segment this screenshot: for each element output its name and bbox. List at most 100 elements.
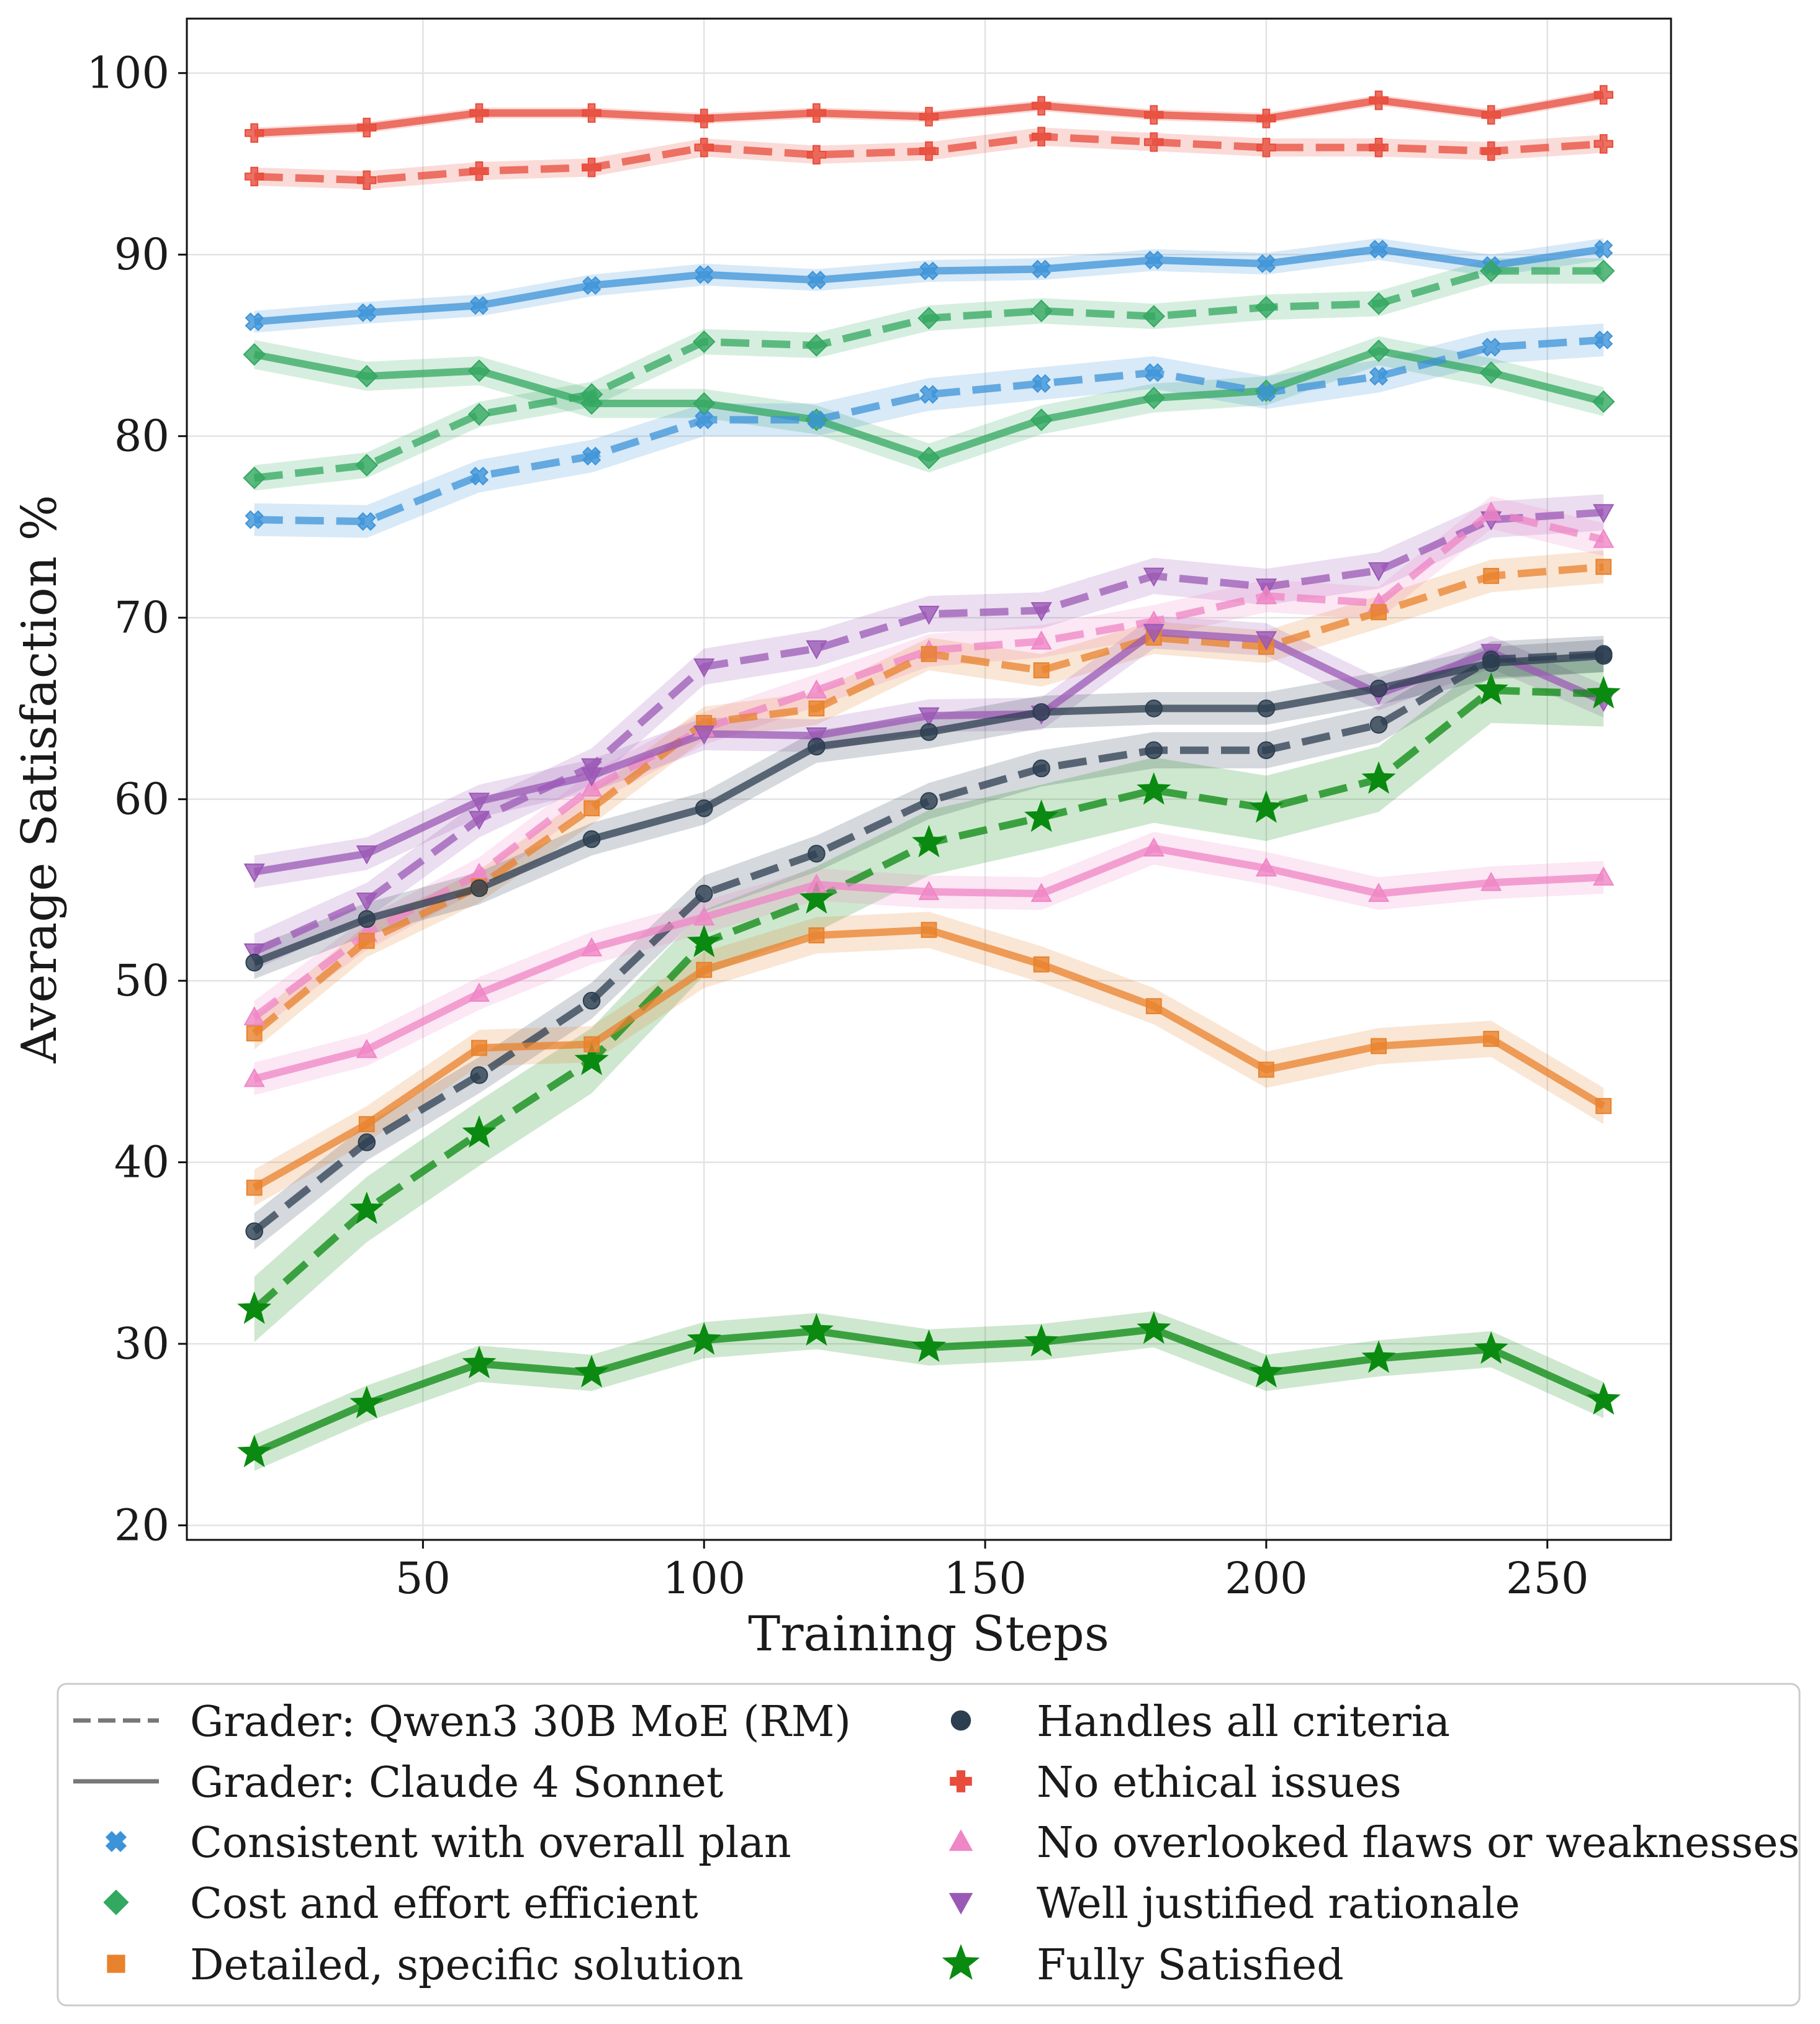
point-detailed-specific-solution-claude — [1371, 1038, 1387, 1055]
point-no-ethical-issues-claude — [469, 103, 489, 123]
point-fully-satisfied-rm — [574, 1042, 609, 1076]
legend-marker-handles-all-criteria — [950, 1710, 971, 1731]
point-cost-and-effort-efficient-claude — [1592, 390, 1615, 413]
point-consistent-with-overall-plan-rm — [1256, 383, 1276, 402]
legend-label: Grader: Claude 4 Sonnet — [190, 1758, 723, 1807]
point-detailed-specific-solution-claude — [1595, 1098, 1612, 1114]
point-fully-satisfied-claude — [1361, 1340, 1396, 1373]
point-no-overlooked-flaws-or-weaknesses-claude — [1143, 837, 1165, 857]
legend-label: No ethical issues — [1037, 1758, 1402, 1807]
point-cost-and-effort-efficient-rm — [1367, 292, 1390, 315]
point-handles-all-criteria-claude — [1032, 703, 1050, 721]
point-handles-all-criteria-claude — [470, 879, 489, 897]
point-no-ethical-issues-rm — [1031, 127, 1052, 146]
point-no-overlooked-flaws-or-weaknesses-rm — [1593, 528, 1615, 548]
point-consistent-with-overall-plan-claude — [357, 303, 376, 322]
point-no-overlooked-flaws-or-weaknesses-rm — [1480, 502, 1502, 521]
point-handles-all-criteria-claude — [1369, 679, 1388, 698]
point-consistent-with-overall-plan-rm — [1594, 330, 1613, 349]
point-well-justified-rationale-claude — [356, 845, 377, 865]
point-consistent-with-overall-plan-rm — [919, 385, 939, 404]
point-cost-and-effort-efficient-claude — [693, 392, 716, 415]
y-tick-label: 40 — [114, 1137, 169, 1188]
point-fully-satisfied-claude — [1586, 1382, 1621, 1415]
legend-label: Fully Satisfied — [1037, 1941, 1344, 1990]
point-cost-and-effort-efficient-claude — [243, 343, 266, 366]
point-detailed-specific-solution-rm — [808, 700, 825, 717]
point-consistent-with-overall-plan-rm — [1144, 363, 1163, 382]
point-well-justified-rationale-claude — [468, 793, 490, 812]
point-no-ethical-issues-claude — [582, 103, 601, 123]
point-consistent-with-overall-plan-rm — [582, 446, 601, 466]
point-no-overlooked-flaws-or-weaknesses-claude — [1030, 883, 1052, 902]
x-axis-label: Training Steps — [748, 1606, 1109, 1662]
point-handles-all-criteria-claude — [245, 953, 263, 972]
point-no-ethical-issues-rm — [1593, 134, 1614, 154]
point-detailed-specific-solution-rm — [1033, 662, 1050, 678]
band-handles-all-criteria-claude — [254, 639, 1604, 979]
point-fully-satisfied-claude — [574, 1354, 609, 1388]
y-tick-label: 90 — [114, 229, 169, 280]
point-fully-satisfied-rm — [911, 824, 947, 858]
point-handles-all-criteria-claude — [695, 799, 713, 817]
point-well-justified-rationale-rm — [806, 640, 827, 660]
point-no-overlooked-flaws-or-weaknesses-claude — [356, 1038, 377, 1058]
point-no-overlooked-flaws-or-weaknesses-rm — [243, 1006, 265, 1025]
x-tick-label: 250 — [1506, 1553, 1589, 1604]
y-tick-label: 70 — [114, 592, 169, 643]
point-well-justified-rationale-rm — [1030, 602, 1052, 621]
point-no-ethical-issues-claude — [1369, 90, 1389, 110]
point-fully-satisfied-rm — [1361, 761, 1396, 794]
point-consistent-with-overall-plan-claude — [469, 296, 489, 315]
point-fully-satisfied-rm — [1249, 790, 1284, 823]
point-well-justified-rationale-rm — [356, 893, 377, 912]
point-well-justified-rationale-claude — [243, 863, 265, 883]
legend-marker-detailed-specific-solution — [107, 1954, 125, 1973]
point-fully-satisfied-rm — [1137, 772, 1171, 805]
legend-label: Detailed, specific solution — [190, 1941, 744, 1990]
point-cost-and-effort-efficient-rm — [1255, 295, 1278, 319]
point-consistent-with-overall-plan-claude — [695, 265, 714, 284]
point-detailed-specific-solution-claude — [1483, 1030, 1500, 1047]
point-no-ethical-issues-claude — [1593, 85, 1614, 105]
point-fully-satisfied-claude — [1137, 1311, 1171, 1344]
x-tick-label: 50 — [395, 1553, 451, 1604]
point-no-overlooked-flaws-or-weaknesses-claude — [1480, 871, 1502, 891]
legend-frame — [56, 1683, 1801, 2007]
point-cost-and-effort-efficient-claude — [467, 359, 491, 382]
point-consistent-with-overall-plan-rm — [1482, 338, 1501, 357]
point-detailed-specific-solution-rm — [246, 1025, 263, 1041]
point-no-ethical-issues-claude — [244, 123, 264, 143]
point-consistent-with-overall-plan-claude — [919, 261, 939, 281]
point-well-justified-rationale-rm — [243, 943, 265, 963]
point-detailed-specific-solution-claude — [471, 1040, 487, 1056]
point-consistent-with-overall-plan-claude — [1369, 240, 1389, 259]
point-well-justified-rationale-claude — [806, 727, 827, 747]
point-fully-satisfied-claude — [1024, 1324, 1059, 1357]
point-fully-satisfied-rm — [687, 924, 721, 958]
point-no-ethical-issues-claude — [1031, 96, 1052, 116]
point-no-ethical-issues-claude — [1144, 105, 1164, 125]
point-cost-and-effort-efficient-rm — [1142, 305, 1165, 328]
point-well-justified-rationale-rm — [1143, 567, 1165, 587]
point-detailed-specific-solution-claude — [808, 927, 825, 943]
point-consistent-with-overall-plan-claude — [1594, 240, 1613, 259]
point-no-ethical-issues-claude — [357, 117, 377, 138]
point-detailed-specific-solution-rm — [1483, 568, 1500, 584]
point-handles-all-criteria-rm — [1145, 741, 1163, 760]
point-well-justified-rationale-rm — [1593, 504, 1615, 524]
legend-label: No overlooked flaws or weaknesses — [1037, 1819, 1800, 1868]
point-consistent-with-overall-plan-rm — [245, 510, 264, 529]
point-well-justified-rationale-claude — [580, 767, 603, 787]
point-no-ethical-issues-rm — [1144, 132, 1164, 152]
point-consistent-with-overall-plan-rm — [1369, 367, 1389, 386]
band-consistent-with-overall-plan-rm — [254, 323, 1604, 538]
point-no-ethical-issues-rm — [694, 137, 714, 158]
point-no-ethical-issues-claude — [919, 107, 939, 127]
y-axis-label: Average Satisfaction % — [12, 495, 68, 1064]
point-no-overlooked-flaws-or-weaknesses-rm — [806, 679, 827, 699]
point-no-overlooked-flaws-or-weaknesses-claude — [1593, 866, 1615, 886]
point-no-ethical-issues-rm — [806, 145, 827, 165]
point-detailed-specific-solution-claude — [1258, 1061, 1274, 1078]
point-detailed-specific-solution-claude — [1033, 956, 1050, 973]
